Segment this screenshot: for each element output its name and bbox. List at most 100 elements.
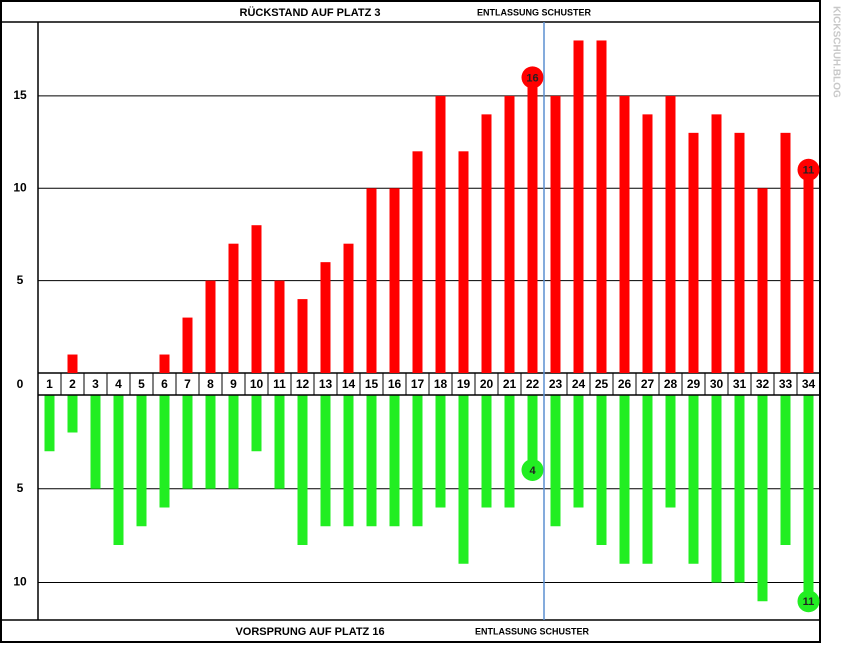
bar	[389, 395, 400, 527]
x-tick-label: 23	[549, 377, 563, 391]
x-tick-label: 14	[342, 377, 356, 391]
bar	[297, 299, 308, 373]
bar	[665, 395, 676, 508]
x-tick-label: 18	[434, 377, 448, 391]
bar	[182, 317, 193, 373]
bar	[596, 395, 607, 545]
x-tick-label: 28	[664, 377, 678, 391]
bar	[504, 95, 515, 373]
y-tick-label: 0	[17, 377, 24, 391]
x-tick-label: 8	[207, 377, 214, 391]
x-tick-label: 12	[296, 377, 310, 391]
x-tick-label: 25	[595, 377, 609, 391]
bar	[688, 132, 699, 373]
bar	[734, 395, 745, 583]
bar	[711, 114, 722, 374]
bar	[757, 395, 768, 602]
bar	[550, 395, 561, 527]
bar	[274, 280, 285, 373]
bar	[734, 132, 745, 373]
x-tick-label: 26	[618, 377, 632, 391]
value-badge	[797, 158, 820, 181]
value-label: 16	[526, 72, 538, 84]
x-tick-label: 34	[802, 377, 816, 391]
bar	[159, 395, 170, 508]
value-label: 4	[529, 465, 536, 477]
bar	[619, 395, 630, 564]
value-label: 11	[803, 596, 815, 608]
y-tick-label: 10	[13, 180, 27, 194]
bar	[711, 395, 722, 583]
bar	[159, 354, 170, 373]
bar	[182, 395, 193, 489]
bottom-title: VORSPRUNG AUF PLATZ 16	[235, 626, 384, 638]
x-tick-label: 16	[388, 377, 402, 391]
x-tick-label: 19	[457, 377, 471, 391]
bar	[228, 243, 239, 373]
bar	[274, 395, 285, 489]
x-tick-label: 33	[779, 377, 793, 391]
watermark: KICKSCHUH.BLOG	[830, 6, 841, 98]
bar	[688, 395, 699, 564]
bar	[90, 395, 101, 489]
bar	[113, 395, 124, 545]
bar	[803, 169, 814, 373]
x-tick-label: 9	[230, 377, 237, 391]
bar	[780, 132, 791, 373]
x-tick-label: 32	[756, 377, 770, 391]
bar	[343, 243, 354, 373]
x-tick-label: 20	[480, 377, 494, 391]
x-tick-label: 10	[250, 377, 264, 391]
bar	[458, 151, 469, 373]
x-tick-label: 2	[69, 377, 76, 391]
bar	[642, 114, 653, 374]
bar	[435, 395, 446, 508]
bar	[596, 40, 607, 373]
x-tick-label: 29	[687, 377, 701, 391]
bar	[412, 395, 423, 527]
bar	[320, 262, 331, 373]
x-tick-label: 6	[161, 377, 168, 391]
bar	[205, 395, 216, 489]
value-label: 11	[803, 165, 815, 177]
bar	[136, 395, 147, 527]
x-tick-label: 31	[733, 377, 747, 391]
x-tick-label: 27	[641, 377, 655, 391]
x-tick-label: 3	[92, 377, 99, 391]
y-tick-label: 5	[17, 273, 24, 287]
bar	[251, 395, 262, 452]
bar	[642, 395, 653, 564]
bar	[665, 95, 676, 373]
bar	[343, 395, 354, 527]
bar	[619, 95, 630, 373]
value-badge	[521, 66, 544, 89]
bar	[389, 188, 400, 373]
bar	[803, 395, 814, 602]
x-tick-label: 30	[710, 377, 724, 391]
x-tick-label: 21	[503, 377, 517, 391]
bar	[481, 395, 492, 508]
bar	[527, 77, 538, 373]
x-tick-label: 11	[273, 377, 286, 391]
bar	[320, 395, 331, 527]
bar	[412, 151, 423, 373]
bar	[366, 188, 377, 373]
bar	[527, 395, 538, 470]
bar	[67, 354, 78, 373]
y-tick-label: 10	[13, 575, 27, 589]
x-tick-label: 22	[526, 377, 540, 391]
event-label: ENTLASSUNG SCHUSTER	[477, 7, 592, 17]
x-tick-label: 4	[115, 377, 122, 391]
bar	[251, 225, 262, 373]
bar	[573, 395, 584, 508]
bar	[780, 395, 791, 545]
bar	[366, 395, 377, 527]
value-badge	[521, 459, 544, 481]
bar	[205, 280, 216, 373]
x-tick-label: 5	[138, 377, 145, 391]
bar	[44, 395, 55, 452]
bar	[757, 188, 768, 373]
bar	[228, 395, 239, 489]
frame	[0, 0, 821, 643]
